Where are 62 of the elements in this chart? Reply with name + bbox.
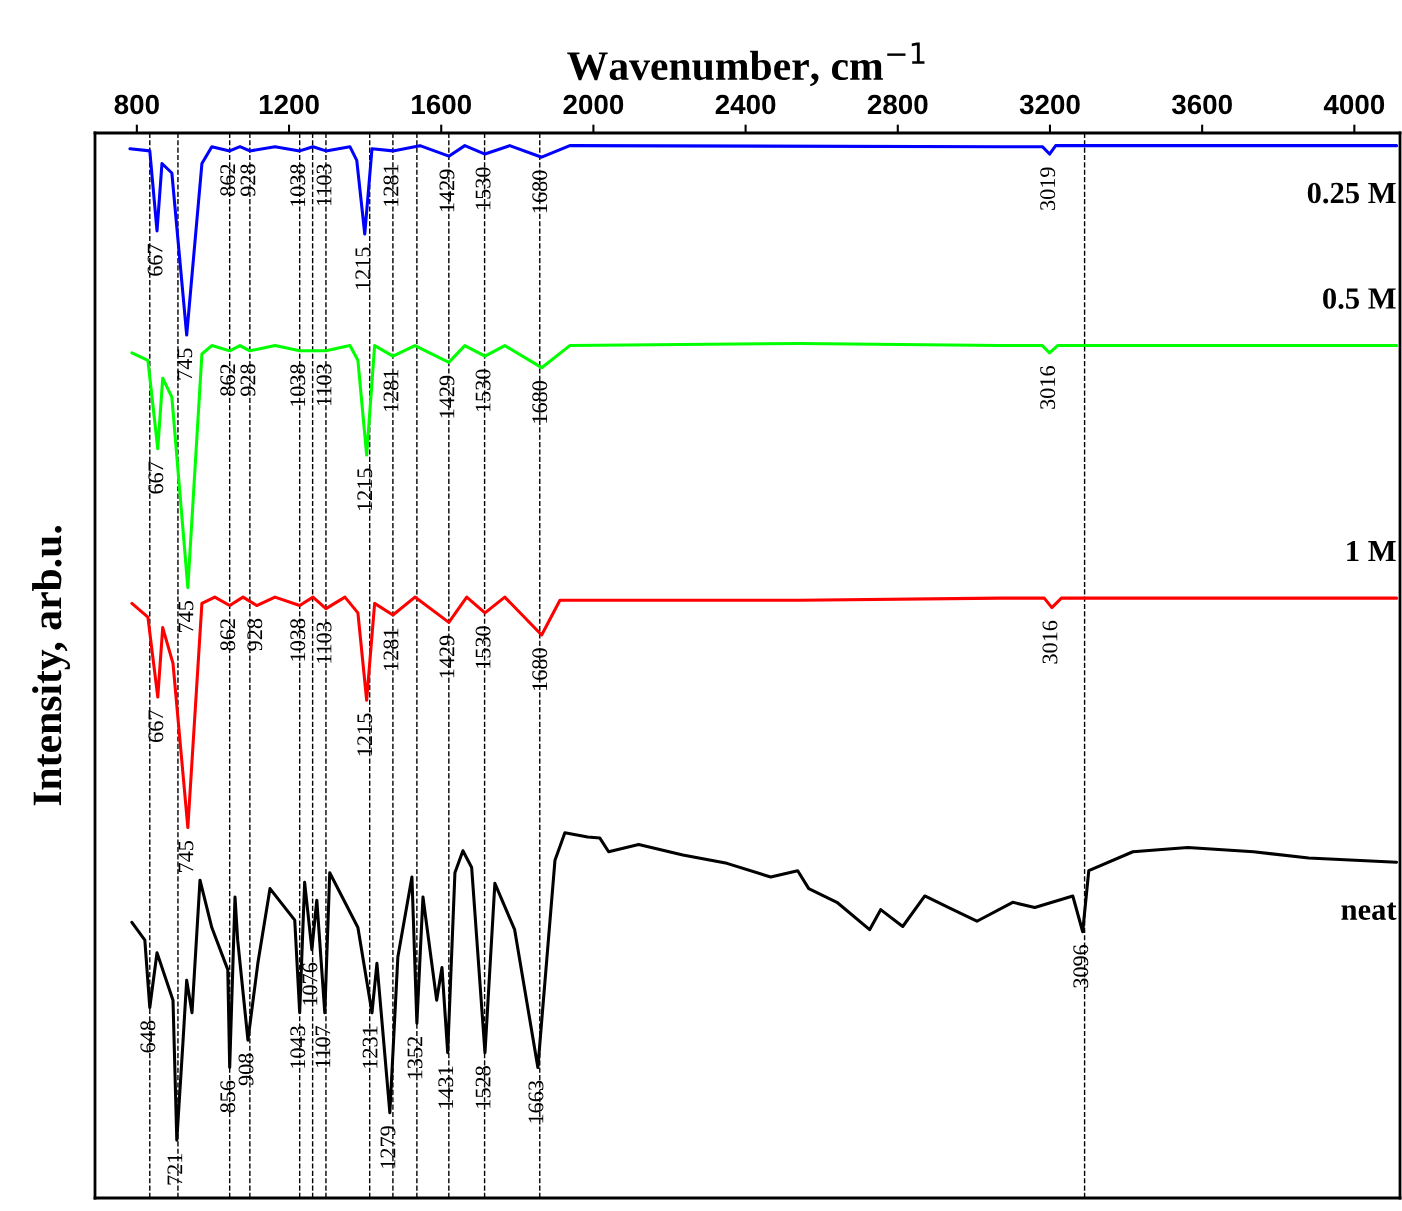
annotation: 1076 <box>302 962 318 1005</box>
annotation: 1680 <box>532 648 548 690</box>
x-tick-label: 2800 <box>867 94 928 115</box>
annotation: 1103 <box>316 164 332 206</box>
annotation: 1107 <box>315 1025 331 1067</box>
series-label: 0.5 M <box>1323 288 1396 309</box>
annotation: 3016 <box>1040 366 1056 409</box>
annotation: 1663 <box>528 1080 544 1123</box>
x-tick-label: 2000 <box>563 94 624 115</box>
annotation: 928 <box>247 618 263 651</box>
annotation: 721 <box>167 1153 183 1185</box>
annotation: 3019 <box>1040 167 1056 210</box>
series-label: 0.25 M <box>1307 182 1396 204</box>
annotation: 1429 <box>439 169 455 212</box>
annotation: 1281 <box>383 369 399 412</box>
annotation: 1680 <box>532 381 548 423</box>
annotation: 862 <box>220 619 236 651</box>
annotation: 908 <box>238 1053 254 1086</box>
annotation: 1281 <box>383 628 399 670</box>
annotation: 1429 <box>439 635 455 678</box>
annotation: 1215 <box>357 713 373 756</box>
annotation: 1431 <box>438 1066 454 1108</box>
x-tick-label: 800 <box>114 94 159 115</box>
series-label: 1 M <box>1347 540 1396 562</box>
x-axis-title: Wavenumber, cm$^{−1}$ <box>567 42 925 87</box>
annotation: 745 <box>177 348 193 380</box>
annotation: 667 <box>148 461 164 494</box>
annotation: 1043 <box>290 1026 306 1068</box>
annotation: 856 <box>220 1080 236 1113</box>
series-label: neat <box>1341 902 1397 920</box>
annotation: 1279 <box>380 1126 396 1168</box>
annotation: 1680 <box>532 170 548 213</box>
annotation: 1530 <box>475 167 491 210</box>
annotation: 1530 <box>475 626 491 668</box>
annotation: 1530 <box>475 369 491 412</box>
annotation: 1103 <box>316 364 332 405</box>
x-tick-label: 3200 <box>1019 94 1080 115</box>
annotation: 862 <box>220 164 236 196</box>
x-tick-label: 2400 <box>715 94 776 115</box>
annotation: 1038 <box>290 364 306 406</box>
annotation: 862 <box>220 364 236 396</box>
annotation: 1103 <box>316 622 332 663</box>
annotation: 928 <box>240 164 256 197</box>
annotation: 667 <box>147 244 163 276</box>
annotation: 745 <box>178 600 194 632</box>
annotation: 928 <box>240 364 256 396</box>
annotation: 648 <box>140 1020 156 1053</box>
annotation: 3096 <box>1073 944 1089 988</box>
annotation: 1215 <box>357 468 373 511</box>
x-tick-label: 1200 <box>259 94 319 115</box>
annotation: 1231 <box>362 1026 378 1068</box>
x-tick-label: 4000 <box>1323 94 1385 115</box>
y-axis-title: Intensity, arb.u. <box>32 526 70 806</box>
annotation: 1352 <box>407 1037 423 1079</box>
annotation: 1429 <box>439 375 455 418</box>
annotation: 3016 <box>1042 620 1058 664</box>
x-tick-label: 1600 <box>412 94 471 115</box>
x-tick-label: 3600 <box>1171 94 1232 115</box>
annotation: 745 <box>178 840 194 872</box>
annotation: 1281 <box>383 164 399 206</box>
annotation: 1528 <box>475 1066 491 1108</box>
annotation: 667 <box>148 710 164 742</box>
